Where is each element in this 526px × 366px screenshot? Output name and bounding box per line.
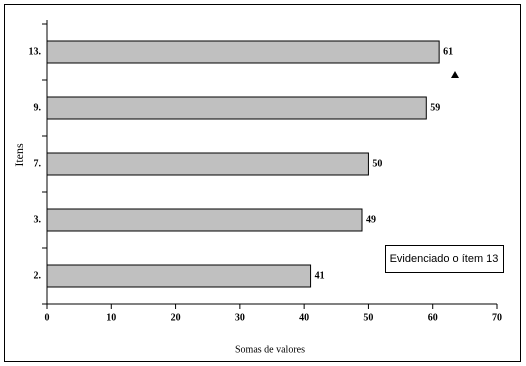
y-tick-label: 13. bbox=[29, 46, 42, 57]
x-tick-label: 50 bbox=[363, 312, 373, 323]
value-label: 61 bbox=[443, 46, 453, 57]
x-axis-label: Somas de valores bbox=[235, 344, 305, 355]
y-tick-label: 7. bbox=[34, 158, 42, 169]
x-tick-label: 10 bbox=[106, 312, 116, 323]
x-tick-label: 40 bbox=[299, 312, 309, 323]
value-label: 59 bbox=[430, 102, 440, 113]
value-label: 49 bbox=[366, 214, 376, 225]
bar bbox=[46, 40, 440, 64]
y-tick-label: 2. bbox=[34, 270, 42, 281]
annotation-box bbox=[385, 245, 504, 273]
x-tick-label: 20 bbox=[171, 312, 181, 323]
y-axis-label: Itens bbox=[12, 143, 26, 167]
marker bbox=[451, 71, 459, 78]
bar bbox=[46, 96, 427, 120]
value-label: 41 bbox=[315, 270, 325, 281]
bar bbox=[46, 208, 363, 232]
annotation: Evidenciado o ítem 13 bbox=[390, 253, 499, 265]
bar bbox=[46, 264, 312, 288]
x-tick-label: 30 bbox=[235, 312, 245, 323]
x-tick-label: 0 bbox=[45, 312, 50, 323]
x-tick-label: 70 bbox=[492, 312, 502, 323]
value-label: 50 bbox=[372, 158, 382, 169]
chart-frame bbox=[4, 4, 521, 362]
y-tick-label: 3. bbox=[34, 214, 42, 225]
y-tick-label: 9. bbox=[34, 102, 42, 113]
bar bbox=[46, 152, 369, 176]
x-tick-label: 60 bbox=[428, 312, 438, 323]
